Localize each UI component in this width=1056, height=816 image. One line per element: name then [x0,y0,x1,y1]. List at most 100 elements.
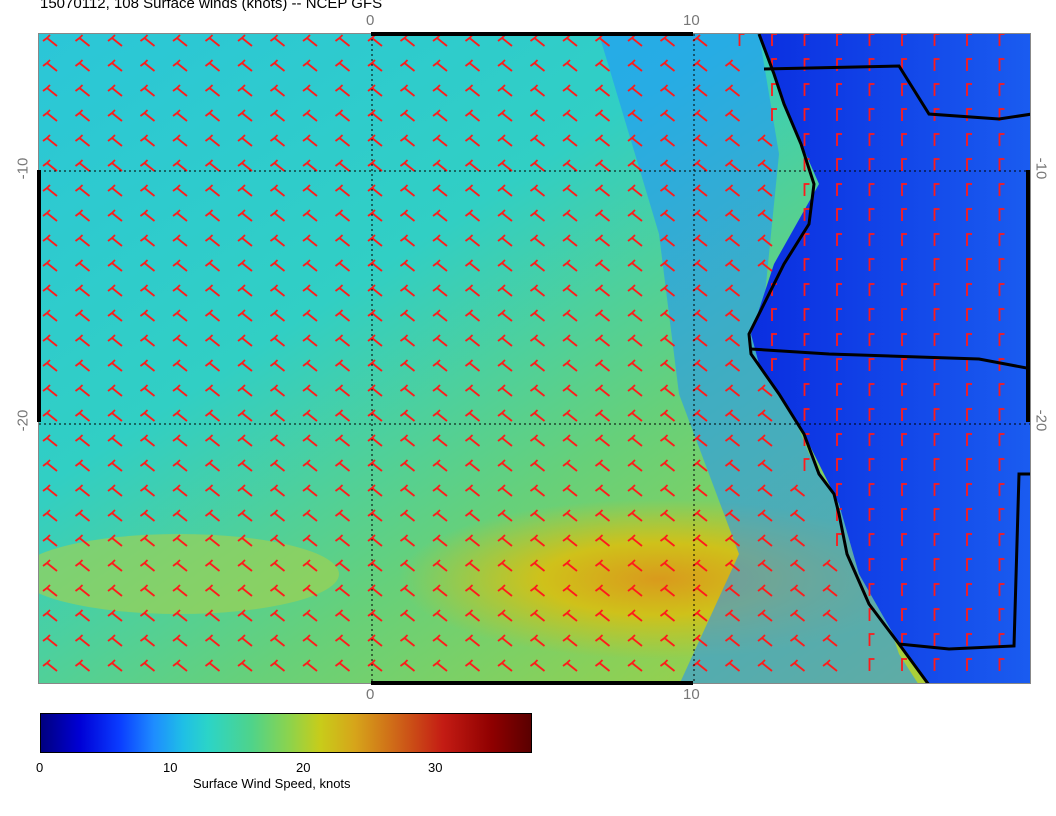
wind-barb [139,609,156,622]
wind-barb [204,259,221,272]
wind-barb [998,358,1005,371]
wind-barb [464,534,481,547]
wind-barb [399,209,416,222]
wind-barb [237,584,253,597]
wind-barb [529,484,546,497]
wind-barb [901,608,907,621]
wind-barb [74,534,91,547]
wind-barb [659,459,676,472]
wind-barb [302,409,318,422]
wind-barb [107,659,123,672]
wind-barb [139,434,156,447]
wind-barb [432,109,448,122]
colorbar-label: Surface Wind Speed, knots [193,776,351,791]
wind-barb [107,34,123,47]
wind-barb [237,634,253,647]
wind-barb [139,309,156,322]
wind-barb [901,333,907,346]
wind-barb [204,334,221,347]
wind-barb [204,109,221,122]
wind-barb [432,509,448,522]
wind-barb [901,308,907,321]
wind-barb [771,333,777,346]
wind-barb [594,609,611,622]
wind-barb [998,383,1005,396]
wind-barb [724,59,741,72]
border-north [763,64,1030,121]
wind-barb [497,34,513,47]
wind-barb [594,384,611,397]
wind-barb [432,409,448,422]
wind-barb [237,59,253,72]
wind-barb [901,533,907,546]
wind-barb [74,334,91,347]
wind-barb [334,259,351,272]
wind-barb [302,184,318,197]
wind-barb [172,534,188,547]
wind-barb [464,184,481,197]
wind-barb [302,359,318,372]
wind-barb [757,209,773,222]
wind-barb [302,59,318,72]
wind-barb [966,383,972,396]
wind-barb [237,84,253,97]
wind-barb [724,84,741,97]
wind-barb [172,409,188,422]
wind-barb [107,634,123,647]
wind-barb [966,533,972,546]
wind-barb [204,384,221,397]
wind-barb [107,59,123,72]
wind-barb [901,83,907,96]
wind-barb [966,58,972,71]
wind-barb [562,209,578,222]
wind-barb [139,509,156,522]
wind-barb [627,334,643,347]
wind-barb [901,483,907,496]
wind-barb [269,434,286,447]
wind-barb [966,183,972,196]
wind-barb [74,59,91,72]
wind-barb [334,659,351,672]
wind-barb [627,184,643,197]
wind-barb [803,308,810,321]
wind-barb [172,384,188,397]
wind-barb [789,609,806,622]
wind-barb [42,334,58,347]
wind-barb [627,484,643,497]
wind-barb [868,283,875,296]
wind-barb [399,359,416,372]
wind-barb [529,259,546,272]
wind-barb [204,609,221,622]
wind-barb [868,533,875,546]
wind-barb [594,334,611,347]
wind-barb [724,559,741,572]
wind-barb [562,509,578,522]
top-tick-0: 0 [366,12,375,29]
wind-barb [998,34,1005,46]
wind-barb [139,359,156,372]
wind-barb [269,334,286,347]
colorbar-tick-20: 20 [296,760,311,775]
wind-barb [464,209,481,222]
wind-barb [464,434,481,447]
wind-barb [334,584,351,597]
wind-barb [139,134,156,147]
wind-barb [464,484,481,497]
wind-barb [562,134,578,147]
wind-barb [432,84,448,97]
wind-barb [724,459,741,472]
wind-barb [998,208,1005,221]
wind-barb [74,459,91,472]
wind-barb [529,84,546,97]
wind-barb [724,409,741,422]
wind-barb [868,233,875,246]
wind-barb [966,633,972,646]
wind-barb [107,359,123,372]
wind-barb [204,359,221,372]
wind-barb [933,283,940,296]
wind-barb [334,384,351,397]
wind-barb [594,34,611,47]
wind-barb [933,158,940,171]
wind-map[interactable] [38,33,1031,684]
wind-barb [464,109,481,122]
